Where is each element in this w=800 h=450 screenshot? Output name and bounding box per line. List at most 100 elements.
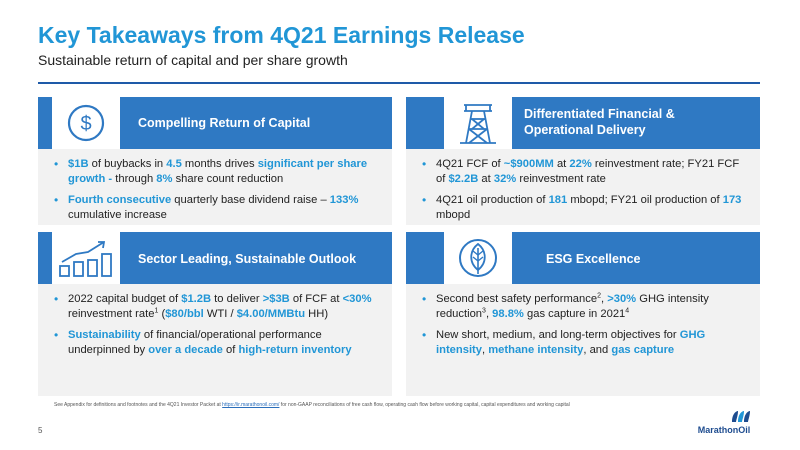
title-divider (38, 82, 760, 84)
panel-heading: Differentiated Financial & Operational D… (524, 106, 675, 138)
footnote-marker: 4 (625, 306, 630, 314)
highlight-text: $4.00/MMBtu (236, 307, 306, 320)
bullet-text: at (553, 158, 570, 170)
bullet-list: $1B of buybacks in 4.5 months drives sig… (54, 157, 382, 229)
bullet-text: mbopd (436, 208, 471, 221)
highlight-text: $1B (68, 158, 89, 170)
highlight-text: significant per share growth - (68, 158, 368, 185)
bullet-text: of buybacks in (88, 158, 167, 170)
highlight-text: methane intensity (488, 343, 584, 356)
panel-body-sustainable-outlook: 2022 capital budget of $1.2B to deliver … (38, 284, 392, 396)
bullet-text: of financial/operational performance und… (68, 329, 322, 356)
highlight-text: <30% (342, 293, 372, 305)
dollar-circle-icon: $ (52, 97, 120, 149)
bullet-text: reinvestment rate (68, 307, 155, 320)
bullet-text: GHG intensity reduction (436, 293, 709, 320)
footnote: See Appendix for definitions and footnot… (54, 402, 570, 408)
bullet-text: , (482, 343, 489, 356)
panel-body-financial-operational: 4Q21 FCF of ~$900MM at 22% reinvestment … (406, 149, 760, 225)
bullet-text: cumulative increase (68, 208, 167, 221)
bullet-text: , and (583, 343, 612, 356)
panel-body-esg: Second best safety performance2, >30% GH… (406, 284, 760, 396)
bullet-text: mbopd; FY21 oil production of (567, 194, 723, 206)
footnote-text: See Appendix for definitions and footnot… (54, 402, 223, 408)
bullet-text: WTI / (203, 307, 237, 320)
investor-link[interactable]: https://ir.marathonoil.com/ (222, 402, 280, 408)
bullet-item: 4Q21 oil production of 181 mbopd; FY21 o… (422, 193, 750, 222)
bullet-text: gas capture in 2021 (523, 307, 626, 320)
page-number: 5 (38, 426, 43, 435)
panel-heading: Compelling Return of Capital (138, 116, 311, 130)
bullet-text: through (112, 172, 157, 185)
highlight-text: high-return inventory (238, 343, 352, 356)
highlight-text: >30% (607, 293, 637, 305)
panel-body-return-of-capital: $1B of buybacks in 4.5 months drives sig… (38, 149, 392, 225)
bullet-item: New short, medium, and long-term objecti… (422, 328, 750, 357)
bullet-item: Sustainability of financial/operational … (54, 328, 382, 357)
highlight-text: >$3B (262, 293, 290, 305)
bullet-item: 4Q21 FCF of ~$900MM at 22% reinvestment … (422, 157, 750, 186)
bullet-text: , (485, 307, 493, 320)
highlight-text: $1.2B (181, 293, 212, 305)
footnote-marker: 3 (482, 306, 486, 314)
page-title: Key Takeaways from 4Q21 Earnings Release (38, 22, 525, 48)
marathon-oil-logo: MarathonOil (680, 408, 768, 438)
bullet-text: reinvestment rate (516, 172, 606, 185)
bullet-list: 4Q21 FCF of ~$900MM at 22% reinvestment … (422, 157, 750, 229)
bullet-text: of (222, 343, 239, 356)
leaf-icon (444, 232, 512, 284)
bullet-list: Second best safety performance2, >30% GH… (422, 292, 750, 364)
highlight-text: 133% (329, 194, 359, 206)
highlight-text: 98.8% (492, 307, 524, 320)
highlight-text: GHG intensity (436, 329, 706, 356)
oil-derrick-icon (444, 97, 512, 149)
highlight-text: $80/bbl (165, 307, 204, 320)
svg-text:$: $ (80, 113, 91, 135)
bullet-text: of FCF at (289, 293, 343, 305)
panel-heading-line: Operational Delivery (524, 123, 646, 137)
highlight-text: Sustainability (68, 329, 141, 341)
highlight-text: 8% (156, 172, 173, 185)
bullet-text: share count reduction (172, 172, 284, 185)
bullet-text: 4Q21 oil production of (436, 194, 549, 206)
bullet-text: months drives (181, 158, 258, 170)
panel-heading: ESG Excellence (546, 252, 641, 266)
panel-heading: Sector Leading, Sustainable Outlook (138, 252, 357, 266)
bullet-item: $1B of buybacks in 4.5 months drives sig… (54, 157, 382, 186)
highlight-text: Fourth consecutive (68, 194, 172, 206)
logo-mark-icon (732, 411, 750, 422)
footnote-text: for non-GAAP reconciliations of free cas… (279, 402, 570, 408)
footnote-marker: 2 (597, 292, 601, 300)
highlight-text: over a decade (148, 343, 223, 356)
panel-header-esg: ESG Excellence (406, 232, 760, 284)
panel-heading-line: Differentiated Financial & (524, 107, 675, 121)
bullet-item: Second best safety performance2, >30% GH… (422, 292, 750, 321)
bullet-text: reinvestment rate; FY21 FCF of (436, 158, 740, 185)
bullet-item: Fourth consecutive quarterly base divide… (54, 193, 382, 222)
highlight-text: 4.5 (166, 158, 182, 170)
bullet-text: New short, medium, and long-term objecti… (436, 329, 680, 341)
footnote-marker: 1 (154, 306, 159, 314)
highlight-text: 22% (569, 158, 592, 170)
bullet-text: ( (158, 307, 166, 320)
highlight-text: ~$900MM (503, 158, 554, 170)
highlight-text: gas capture (611, 343, 675, 356)
panel-header-financial-operational: Differentiated Financial & Operational D… (406, 97, 760, 149)
highlight-text: 32% (493, 172, 517, 185)
bullet-text: 4Q21 FCF of (436, 158, 504, 170)
bullet-text: 2022 capital budget of (68, 293, 182, 305)
bullet-text: HH) (305, 307, 329, 320)
bullet-text: quarterly base dividend raise – (171, 194, 330, 206)
bullet-text: , (600, 293, 608, 305)
growth-chart-icon (52, 232, 120, 284)
highlight-text: $2.2B (448, 172, 479, 185)
panel-header-sustainable-outlook: Sector Leading, Sustainable Outlook (38, 232, 392, 284)
bullet-text: to deliver (211, 293, 263, 305)
logo-text: MarathonOil (697, 425, 751, 435)
highlight-text: 181 (548, 194, 568, 206)
panel-header-return-of-capital: $ Compelling Return of Capital (38, 97, 392, 149)
bullet-text: Second best safety performance (436, 293, 598, 305)
bullet-text: at (478, 172, 494, 185)
highlight-text: 173 (722, 194, 742, 206)
bullet-list: 2022 capital budget of $1.2B to deliver … (54, 292, 382, 364)
